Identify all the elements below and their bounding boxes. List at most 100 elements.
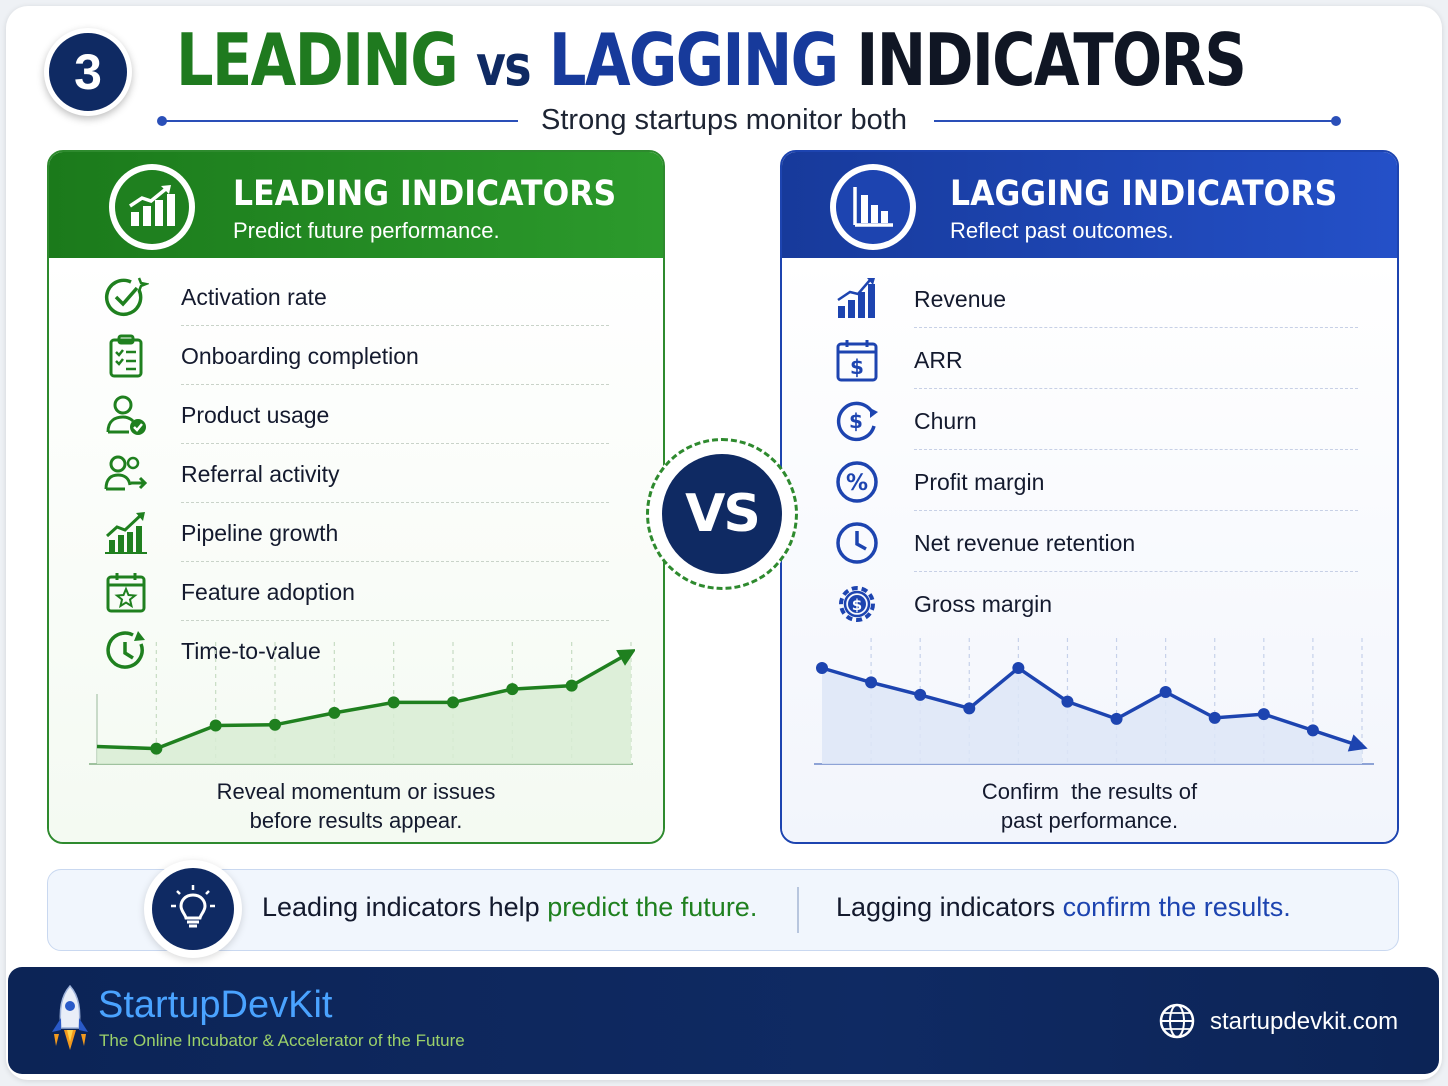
rocket-icon — [52, 984, 88, 1050]
title-vs: vs — [475, 34, 532, 99]
clock-arrow-icon — [106, 631, 145, 669]
leading-trend-point — [150, 742, 163, 755]
lagging-caption: Confirm the results of past performance. — [981, 779, 1198, 833]
svg-text:$: $ — [849, 409, 863, 433]
lagging-trend-area — [822, 668, 1362, 764]
leading-trend-arrowhead — [616, 649, 635, 666]
subtitle-rule-left — [157, 116, 518, 126]
vs-badge: VS — [662, 454, 782, 574]
page-title: LEADING vs LAGGING INDICATORS — [176, 18, 1247, 102]
list-item: $ ARR — [834, 331, 1358, 389]
percent-icon: % — [836, 461, 878, 503]
globe-icon — [1159, 1003, 1195, 1039]
title-indicators: INDICATORS — [856, 18, 1246, 102]
lagging-item-label: Churn — [914, 408, 977, 434]
leading-trend-point — [328, 706, 341, 719]
leading-trend-point — [269, 718, 281, 731]
list-item: Revenue — [834, 270, 1358, 328]
lagging-trend-point — [865, 676, 878, 689]
list-item: Time-to-value — [103, 622, 609, 680]
gear-dollar-icon: $ — [839, 586, 875, 622]
list-item: Product usage — [103, 386, 609, 444]
leading-item-label: Time-to-value — [181, 638, 321, 664]
lagging-trend-point — [1159, 686, 1172, 698]
lagging-trend-chart — [814, 638, 1374, 765]
lagging-trend-point — [1110, 712, 1123, 725]
leading-item-label: Activation rate — [181, 284, 327, 310]
subtitle-rule-right — [934, 116, 1341, 126]
title-leading: LEADING — [176, 18, 459, 102]
leading-caption: Reveal momentum or issues before results… — [216, 779, 496, 833]
lagging-trend-point — [1061, 695, 1074, 708]
list-item: Activation rate — [103, 268, 609, 326]
leading-trend-chart — [89, 642, 635, 765]
brand-tagline: The Online Incubator & Accelerator of th… — [99, 1031, 465, 1050]
list-item: $ Churn — [834, 392, 1358, 450]
leading-trend-point — [387, 696, 400, 709]
leading-item-label: Product usage — [181, 402, 330, 428]
leading-trend-point — [506, 683, 519, 696]
section-number-badge: 3 — [44, 28, 132, 116]
leading-trend-point — [565, 679, 578, 692]
calendar-star-icon — [106, 573, 146, 613]
brand-name: StartupDevKit — [98, 984, 333, 1026]
lagging-item-label: Revenue — [914, 286, 1007, 312]
svg-text:%: % — [846, 471, 868, 496]
lagging-trend-point — [1208, 711, 1221, 724]
check-circle-icon — [104, 277, 149, 317]
leading-item-label: Feature adoption — [181, 579, 355, 605]
list-item: Referral activity — [103, 445, 609, 503]
dollar-cycle-icon: $ — [836, 401, 878, 442]
lagging-item-label: Profit margin — [914, 469, 1045, 495]
lagging-item-label: Gross margin — [914, 591, 1053, 617]
leading-title: LEADING INDICATORS — [233, 174, 617, 214]
svg-text:$: $ — [852, 596, 862, 614]
list-item: % Profit margin — [834, 453, 1358, 511]
lagging-panel-header: LAGGING INDICATORS Reflect past outcomes… — [782, 152, 1397, 258]
leading-item-label: Pipeline growth — [181, 520, 339, 546]
leading-item-label: Onboarding completion — [181, 343, 419, 369]
page-subtitle: Strong startups monitor both — [541, 104, 907, 136]
list-item: $ Gross margin — [834, 575, 1358, 633]
summary-banner — [47, 869, 1399, 951]
user-check-icon — [106, 395, 146, 435]
website-link[interactable]: startupdevkit.com — [1210, 1008, 1399, 1035]
lagging-title: LAGGING INDICATORS — [950, 174, 1338, 214]
lagging-trend-point — [1306, 724, 1319, 737]
lagging-trend-line — [821, 665, 1363, 749]
list-item: Pipeline growth — [103, 504, 609, 562]
summary-lagging-text: Lagging indicators confirm the results. — [836, 892, 1291, 922]
growth-chart-icon — [109, 164, 195, 250]
lagging-trend-point — [1012, 662, 1025, 674]
lagging-subtitle: Reflect past outcomes. — [950, 218, 1174, 243]
users-arrow-icon — [104, 455, 148, 491]
list-item: Net revenue retention — [834, 514, 1358, 572]
bar-chart-icon — [830, 164, 916, 250]
lagging-item-label: ARR — [914, 347, 963, 373]
summary-divider — [797, 887, 799, 933]
summary-leading-text: Leading indicators help predict the futu… — [262, 892, 758, 922]
lagging-trend-point — [1257, 708, 1270, 721]
bar-chart-icon — [837, 278, 875, 318]
clock-icon — [836, 522, 878, 564]
lagging-panel: LAGGING INDICATORS Reflect past outcomes… — [780, 150, 1399, 844]
leading-item-label: Referral activity — [181, 461, 340, 487]
list-item: Feature adoption — [103, 563, 609, 621]
leading-subtitle: Predict future performance. — [233, 218, 500, 243]
footer-bar — [8, 967, 1439, 1074]
lagging-trend-point — [963, 702, 976, 715]
lagging-trend-point — [914, 688, 927, 701]
lagging-trend-point — [816, 662, 828, 674]
leading-panel-header: LEADING INDICATORS Predict future perfor… — [49, 152, 663, 258]
title-lagging: LAGGING — [548, 18, 839, 102]
lagging-trend-arrowhead — [1347, 734, 1368, 752]
list-item: Onboarding completion — [103, 327, 609, 385]
leading-trend-point — [447, 696, 459, 709]
leading-trend-line — [96, 650, 632, 751]
svg-text:$: $ — [850, 355, 864, 379]
lagging-item-label: Net revenue retention — [914, 530, 1136, 556]
clipboard-checklist-icon — [109, 334, 143, 378]
calendar-dollar-icon: $ — [836, 340, 878, 382]
growth-chart-icon — [105, 512, 147, 554]
leading-trend-point — [209, 719, 222, 732]
